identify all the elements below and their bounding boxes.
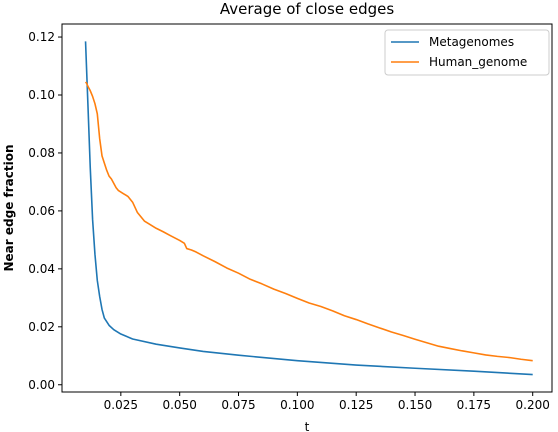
legend-label-human-genome: Human_genome	[429, 55, 527, 69]
legend-box	[384, 29, 550, 76]
y-tick-label: 0.10	[28, 88, 55, 102]
x-tick-label: 0.050	[162, 398, 196, 412]
axes-frame	[61, 23, 553, 393]
x-tick-label: 0.100	[280, 398, 314, 412]
x-tick-label: 0.200	[516, 398, 550, 412]
x-tick-label: 0.150	[398, 398, 432, 412]
x-tick-label: 0.075	[221, 398, 255, 412]
y-tick-label: 0.02	[28, 320, 55, 334]
x-axis-title: t	[305, 420, 310, 432]
y-tick-label: 0.06	[28, 204, 55, 218]
x-tick-label: 0.125	[339, 398, 373, 412]
legend-label-metagenomes: Metagenomes	[429, 35, 514, 49]
y-axis-ticks: 0.00 0.02 0.04 0.06 0.08 0.10 0.12	[28, 30, 62, 392]
y-tick-label: 0.00	[28, 378, 55, 392]
chart-title: Average of close edges	[220, 0, 394, 18]
legend: Metagenomes Human_genome	[384, 29, 550, 76]
x-tick-label: 0.025	[104, 398, 138, 412]
series-line-metagenomes	[84, 41, 533, 376]
y-tick-label: 0.08	[28, 146, 55, 160]
series-layer	[84, 41, 533, 376]
series-line-human-genome	[84, 81, 533, 362]
x-axis-ticks: 0.025 0.050 0.075 0.100 0.125 0.150 0.175 0.200	[104, 392, 550, 412]
plot-area: 0.025 0.050 0.075 0.100 0.125 0.150 0.175 0.200…	[28, 23, 553, 412]
y-axis-title: Near edge fraction	[2, 145, 16, 272]
x-tick-label: 0.175	[457, 398, 491, 412]
y-tick-label: 0.12	[28, 30, 55, 44]
y-tick-label: 0.04	[28, 262, 55, 276]
